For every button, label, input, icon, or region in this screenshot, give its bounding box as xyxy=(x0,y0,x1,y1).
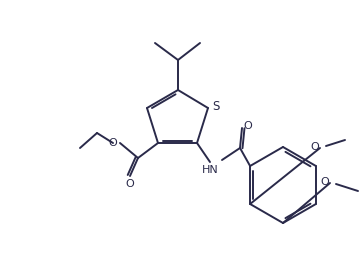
Text: O: O xyxy=(321,177,329,187)
Text: HN: HN xyxy=(201,165,219,175)
Text: O: O xyxy=(244,121,252,131)
Text: O: O xyxy=(311,142,319,152)
Text: O: O xyxy=(126,179,134,189)
Text: O: O xyxy=(109,138,117,148)
Text: S: S xyxy=(212,99,220,112)
